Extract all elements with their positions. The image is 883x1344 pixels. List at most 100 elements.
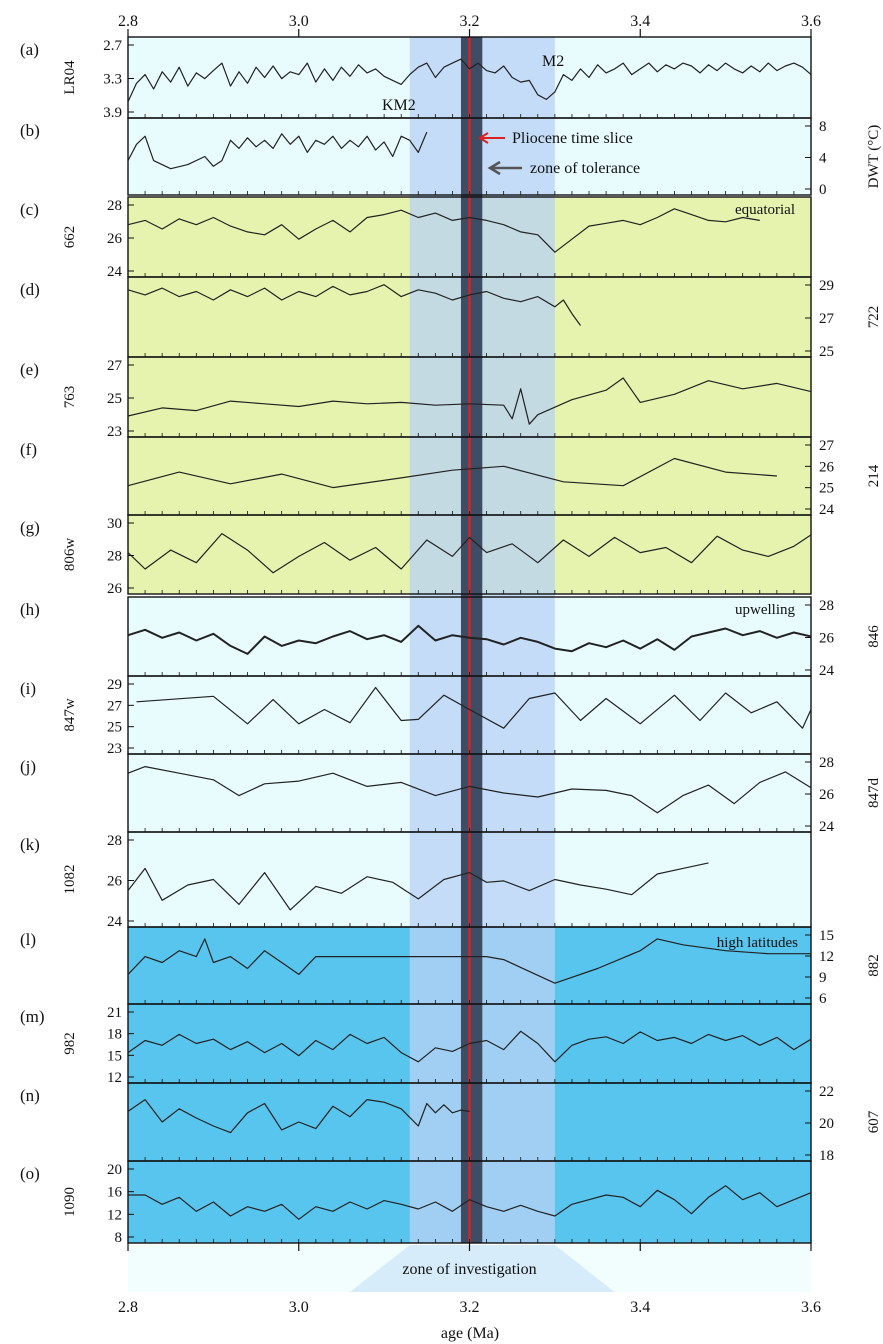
series-line — [127, 533, 812, 574]
series-line — [127, 624, 812, 655]
series-line — [127, 938, 811, 984]
high-latitudes-label: high latitudes — [717, 935, 798, 951]
y-axis-title: 607 — [866, 1110, 882, 1133]
y-tick-label: 25 — [107, 391, 122, 407]
panel-8: 29 27 25 23 (i) 847w — [20, 675, 812, 757]
y-tick-label: 25 — [107, 720, 122, 736]
y-tick-label: 15 — [819, 928, 834, 944]
series-line — [127, 457, 777, 489]
y-tick-label: 12 — [819, 949, 834, 965]
panel-id: (o) — [20, 1164, 40, 1183]
y-tick-label: 25 — [819, 344, 834, 360]
series-line — [127, 58, 812, 102]
y-tick-label: 22 — [819, 1084, 834, 1100]
panel-id: (n) — [20, 1086, 40, 1105]
panel-id: (d) — [20, 280, 40, 299]
panel-12: 21 18 15 12 (m) 982 — [20, 1003, 812, 1086]
panel-id: (j) — [20, 757, 36, 776]
x-tick-label: 3.2 — [460, 1299, 480, 1316]
y-tick-label: 28 — [819, 598, 834, 614]
zone-of-investigation-bar — [128, 1245, 811, 1292]
x-tick-label: 3.2 — [460, 13, 480, 30]
y-axis-title: DWT (°C) — [866, 125, 882, 189]
panel-id: (m) — [20, 1007, 45, 1026]
y-tick-label: 20 — [107, 1162, 122, 1178]
y-tick-label: 12 — [107, 1207, 122, 1223]
red-arrow-icon — [478, 132, 505, 144]
tolerance-band — [460, 37, 483, 1243]
panel-id: (b) — [20, 121, 40, 140]
y-tick-label: 20 — [819, 1116, 834, 1132]
y-tick-label: 18 — [819, 1148, 834, 1164]
y-tick-label: 26 — [107, 581, 123, 597]
panel-1: 8 4 0 (b) DWT (°C) — [20, 117, 882, 198]
panel-id: (e) — [20, 360, 39, 379]
y-tick-label: 0 — [819, 182, 827, 198]
y-axis-title: 763 — [62, 386, 78, 409]
panel-10: 28 26 24 (k) 1082 — [20, 831, 812, 930]
m2-label: M2 — [542, 53, 564, 70]
series-line — [127, 766, 812, 814]
y-tick-label: 23 — [107, 741, 122, 757]
gray-arrow-icon — [487, 160, 522, 176]
y-tick-label: 3.3 — [103, 72, 122, 88]
x-tick-label: 3.4 — [630, 1299, 650, 1316]
investigation-label: zone of investigation — [402, 1261, 536, 1278]
x-tick-label: 3.0 — [289, 13, 309, 30]
series-line — [127, 208, 760, 253]
series-line — [136, 686, 812, 729]
equatorial-label: equatorial — [735, 202, 795, 218]
y-tick-label: 24 — [819, 819, 835, 835]
y-tick-label: 4 — [819, 151, 827, 167]
panel-id: (f) — [20, 440, 37, 459]
x-tick-label: 2.8 — [118, 13, 138, 30]
y-tick-label: 30 — [107, 516, 122, 532]
panels: 2.7 3.3 3.9 (a) LR04 8 4 0 (b) DWT (°C) 28 26 24 (c) 6… — [20, 36, 882, 1246]
y-tick-label: 3.9 — [103, 105, 122, 121]
time-slice-label: Pliocene time slice — [512, 130, 633, 147]
y-tick-label: 27 — [819, 311, 835, 327]
y-tick-label: 26 — [107, 231, 123, 247]
series-line — [127, 862, 709, 911]
x-tick-label: 3.6 — [801, 13, 821, 30]
y-axis-title: 846 — [866, 625, 882, 648]
y-tick-label: 26 — [819, 787, 835, 803]
y-tick-label: 28 — [107, 198, 122, 214]
y-axis-title: 662 — [62, 226, 78, 249]
x-axes: 2.8 3.0 3.2 3.4 3.6 2.8 3.0 3.2 3.4 3.6 — [118, 13, 821, 1316]
x-tick-label: 3.4 — [630, 13, 650, 30]
panel-6: 30 28 26 (g) 806w — [20, 514, 812, 597]
y-axis-title: 847w — [62, 698, 78, 732]
panel-id: (c) — [20, 200, 39, 219]
y-tick-label: 28 — [107, 549, 122, 565]
upwelling-label: upwelling — [735, 602, 795, 618]
y-tick-label: 29 — [819, 278, 834, 294]
y-axis-title: 847d — [866, 778, 882, 809]
y-axis-title: 214 — [866, 464, 882, 487]
y-axis-title: 882 — [866, 954, 882, 977]
panel-id: (a) — [20, 40, 39, 59]
x-tick-label: 3.0 — [289, 1299, 309, 1316]
y-tick-label: 8 — [115, 1230, 123, 1246]
tolerance-label: zone of tolerance — [530, 160, 640, 177]
y-tick-label: 24 — [819, 663, 835, 679]
series-line — [127, 377, 812, 425]
time-slice-line — [468, 37, 471, 1243]
y-axis-title: 982 — [62, 1032, 78, 1055]
y-tick-label: 27 — [107, 698, 123, 714]
y-tick-label: 24 — [819, 502, 835, 518]
panel-id: (i) — [20, 679, 36, 698]
panel-3: 29 27 25 (d) 722 — [20, 276, 882, 360]
y-axis-title: 806w — [62, 538, 78, 572]
y-tick-label: 2.7 — [103, 38, 122, 54]
km2-label: KM2 — [382, 97, 416, 114]
y-tick-label: 26 — [819, 459, 835, 475]
y-axis-title: LR04 — [62, 60, 78, 95]
y-tick-label: 25 — [819, 481, 834, 497]
y-tick-label: 21 — [107, 1005, 122, 1021]
y-tick-label: 27 — [819, 438, 835, 454]
panel-id: (l) — [20, 930, 36, 949]
panel-id: (g) — [20, 518, 40, 537]
y-axis-title: 1090 — [62, 1187, 78, 1217]
y-tick-label: 8 — [819, 119, 827, 135]
